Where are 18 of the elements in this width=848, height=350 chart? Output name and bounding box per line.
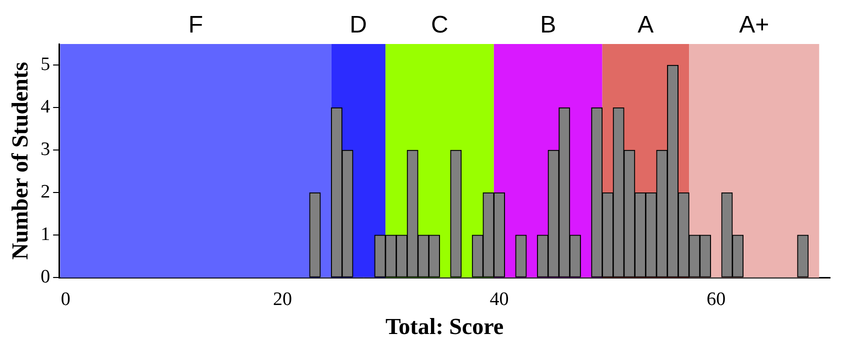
band-label: C [431, 12, 448, 39]
x-tick-label: 0 [60, 288, 70, 310]
y-tick-label: 1 [40, 224, 50, 246]
band-label: A+ [739, 12, 770, 39]
band-label: D [350, 12, 368, 39]
x-tick-label: 40 [490, 288, 509, 310]
band-label: A [638, 12, 654, 39]
x-tick-label: 60 [706, 288, 726, 310]
y-tick-label: 0 [40, 266, 50, 288]
x-axis-title: Total: Score [385, 314, 504, 340]
band-label: B [540, 12, 556, 39]
band-label: F [188, 12, 204, 39]
y-axis-title: Number of Students [8, 62, 33, 260]
y-tick-label: 5 [40, 54, 50, 76]
x-tick-label: 20 [272, 288, 292, 310]
y-tick-label: 3 [40, 139, 50, 160]
y-tick-label: 2 [40, 182, 50, 203]
y-tick-label: 4 [40, 96, 51, 118]
